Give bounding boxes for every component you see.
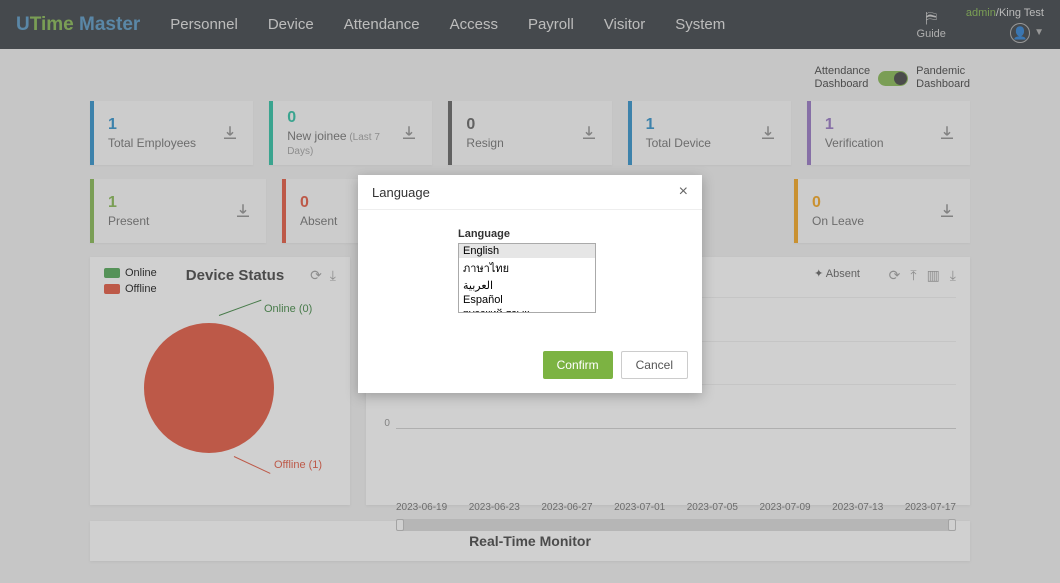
- cancel-button[interactable]: Cancel: [621, 351, 688, 379]
- language-modal: Language × Language Englishภาษาไทยالعربي…: [358, 175, 702, 393]
- modal-footer: Confirm Cancel: [358, 341, 702, 393]
- language-option[interactable]: ภาษาไทย: [459, 258, 595, 278]
- language-field-label: Language: [458, 228, 688, 240]
- modal-title: Language: [372, 185, 430, 200]
- language-option[interactable]: русский язык: [459, 307, 595, 313]
- confirm-button[interactable]: Confirm: [543, 351, 613, 379]
- language-option[interactable]: English: [459, 244, 595, 258]
- modal-header: Language ×: [358, 175, 702, 210]
- language-select[interactable]: EnglishภาษาไทยالعربيةEspañolрусский язык…: [458, 243, 596, 313]
- modal-body: Language EnglishภาษาไทยالعربيةEspañolрус…: [358, 210, 702, 341]
- language-option[interactable]: Español: [459, 293, 595, 307]
- modal-overlay: Language × Language Englishภาษาไทยالعربي…: [0, 0, 1060, 583]
- language-option[interactable]: العربية: [459, 278, 595, 293]
- close-icon[interactable]: ×: [679, 183, 688, 201]
